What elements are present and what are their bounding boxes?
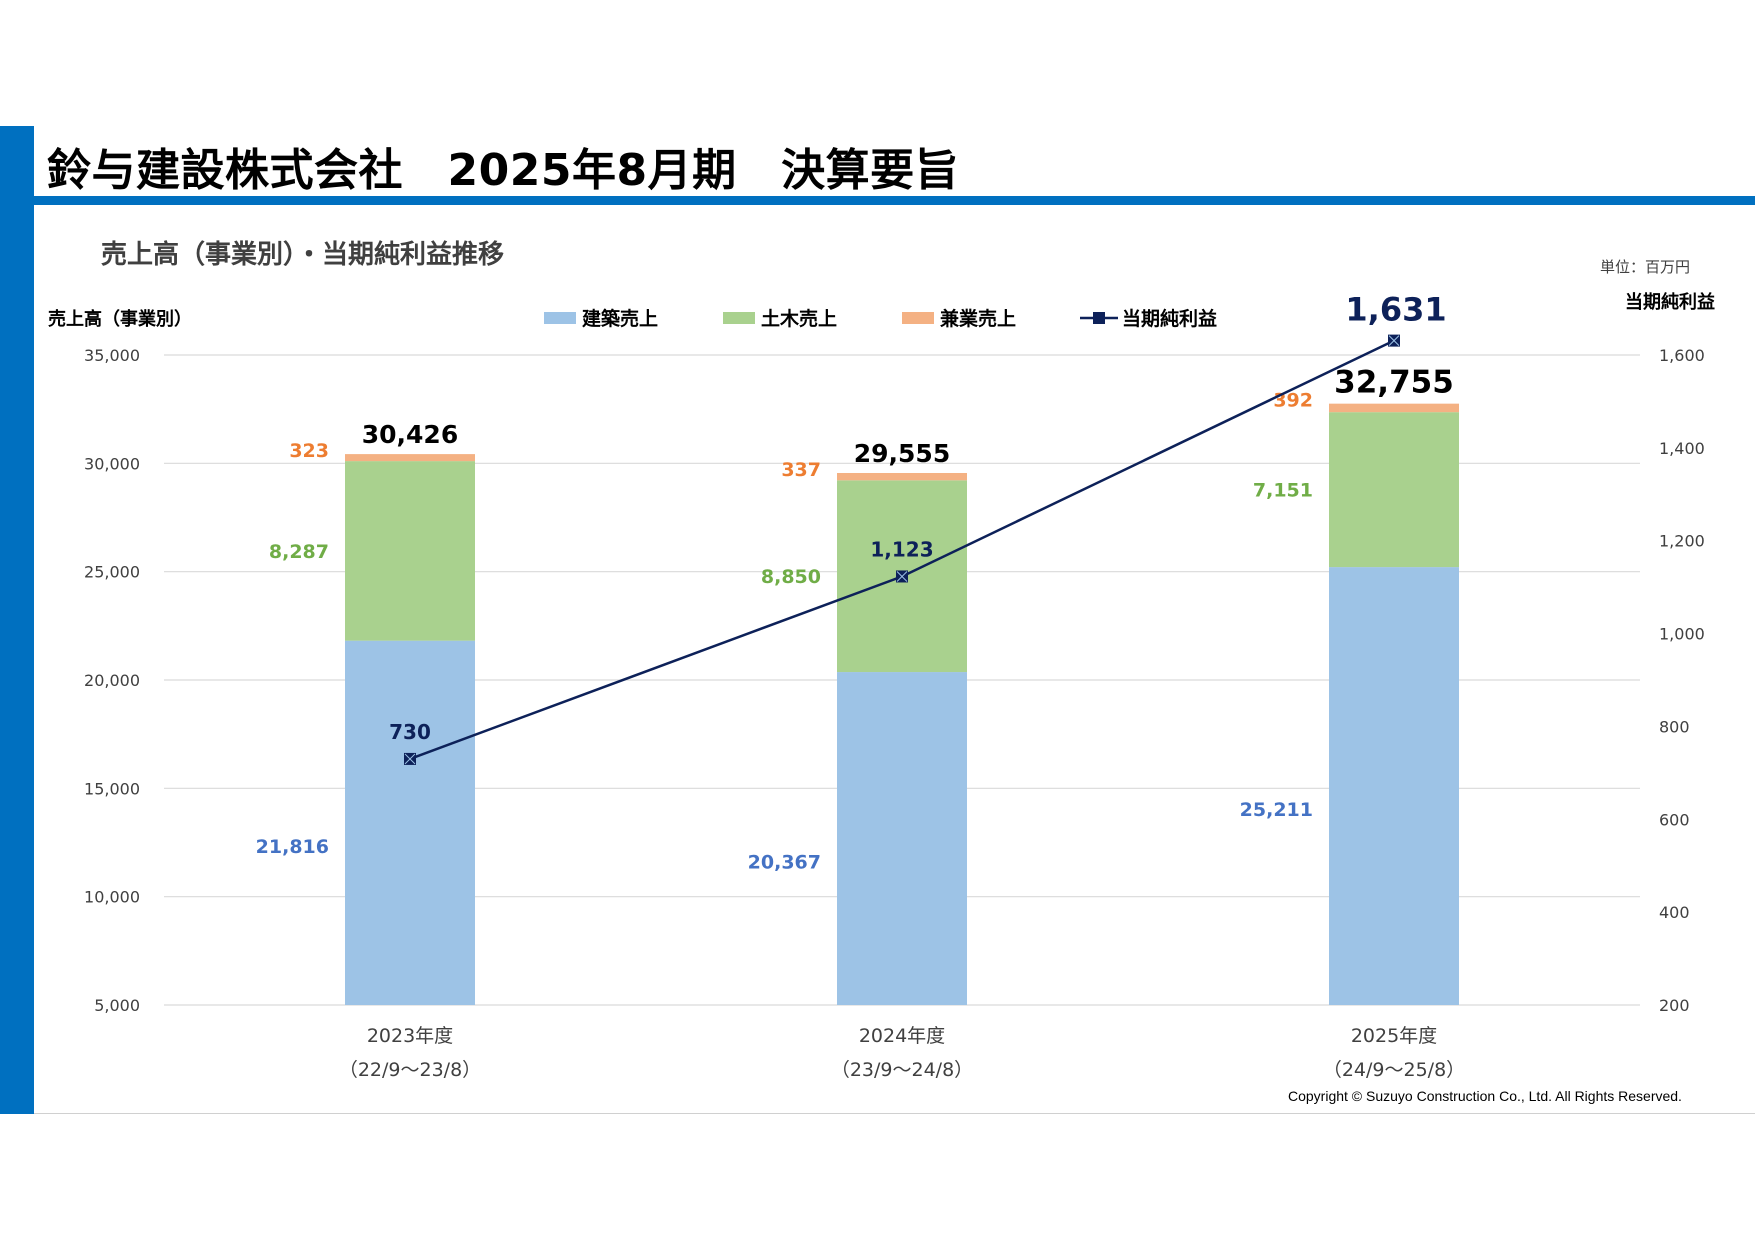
legend-label-building: 建築売上	[582, 308, 659, 330]
y2-tick-label: 1,400	[1659, 439, 1705, 458]
legend-item-civil: 土木売上	[723, 304, 837, 331]
bar-other	[1329, 403, 1459, 413]
y2-tick-label: 400	[1659, 903, 1690, 922]
y-tick-label: 35,000	[84, 346, 140, 365]
bar-other	[345, 454, 475, 462]
y2-tick-label: 1,200	[1659, 532, 1705, 551]
legend-label-other: 兼業売上	[940, 308, 1017, 330]
data-label-other: 323	[289, 440, 329, 462]
profit-point-mark	[1388, 335, 1400, 346]
total-label: 29,555	[854, 439, 950, 468]
legend-item-other: 兼業売上	[902, 304, 1016, 331]
profit-point-mark	[404, 753, 416, 765]
y2-tick-label: 600	[1659, 810, 1690, 829]
y-tick-label: 25,000	[84, 563, 140, 582]
bar-civil	[1329, 412, 1459, 568]
profit-label: 730	[389, 720, 431, 744]
x-tick-label: 2024年度	[859, 1025, 945, 1047]
data-label-civil: 8,850	[761, 566, 821, 588]
y-tick-label: 30,000	[84, 454, 140, 473]
y-tick-label: 10,000	[84, 888, 140, 907]
total-label: 30,426	[362, 420, 458, 449]
chart-panel	[34, 205, 1755, 1114]
chart-subtitle: 売上高（事業別）・当期純利益推移	[101, 240, 505, 270]
bar-civil	[345, 461, 475, 641]
x-tick-sublabel: （24/9～25/8）	[1323, 1059, 1465, 1081]
legend-swatch-civil	[723, 311, 755, 324]
bar-building	[345, 640, 475, 1005]
unit-label: 単位：百万円	[1600, 258, 1691, 276]
profit-point-mark	[896, 571, 908, 582]
copyright-text: Copyright © Suzuyo Construction Co., Ltd…	[1288, 1088, 1682, 1104]
legend-swatch-building	[544, 311, 576, 324]
legend-item-profit: 当期純利益	[1080, 304, 1217, 331]
legend-label-profit: 当期純利益	[1122, 308, 1218, 330]
data-label-building: 20,367	[748, 852, 821, 874]
total-label: 32,755	[1334, 365, 1454, 401]
page-title: 鈴与建設株式会社 2025年8月期 決算要旨	[47, 145, 960, 196]
y-tick-label: 5,000	[94, 996, 140, 1015]
brand-side-bar	[0, 126, 34, 1114]
data-label-other: 337	[781, 459, 821, 481]
bar-other	[837, 472, 967, 481]
data-label-building: 21,816	[256, 836, 329, 858]
y2-tick-label: 200	[1659, 996, 1690, 1015]
profit-label: 1,123	[870, 537, 933, 561]
right-axis-title: 当期純利益	[1625, 292, 1715, 313]
data-label-civil: 7,151	[1253, 480, 1313, 502]
data-label-building: 25,211	[1240, 799, 1313, 821]
legend-item-building: 建築売上	[544, 304, 658, 331]
y-tick-label: 20,000	[84, 671, 140, 690]
title-underline	[34, 196, 1755, 205]
data-label-civil: 8,287	[269, 541, 329, 563]
left-axis-title: 売上高（事業別）	[48, 309, 192, 330]
data-label-other: 392	[1273, 390, 1313, 412]
legend-label-civil: 土木売上	[761, 308, 838, 330]
y-tick-label: 15,000	[84, 779, 140, 798]
x-tick-sublabel: （22/9～23/8）	[339, 1059, 481, 1081]
bar-building	[1329, 567, 1459, 1005]
x-tick-label: 2023年度	[367, 1025, 453, 1047]
y2-tick-label: 1,600	[1659, 346, 1705, 365]
bar-building	[837, 672, 967, 1005]
legend-swatch-other	[902, 311, 934, 324]
profit-label: 1,631	[1345, 291, 1446, 329]
y2-tick-label: 800	[1659, 717, 1690, 736]
legend-line-profit-icon	[1080, 311, 1118, 324]
x-tick-sublabel: （23/9～24/8）	[831, 1059, 973, 1081]
x-tick-label: 2025年度	[1351, 1025, 1437, 1047]
y2-tick-label: 1,000	[1659, 625, 1705, 644]
